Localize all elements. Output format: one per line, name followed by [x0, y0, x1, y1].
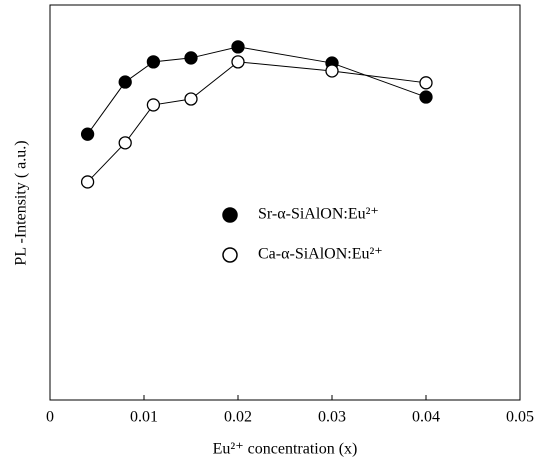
- data-point: [146, 55, 161, 69]
- data-point: [184, 51, 198, 65]
- data-point: [118, 136, 132, 150]
- data-point: [80, 175, 95, 189]
- data-point: [80, 127, 95, 141]
- series-line: [87, 46, 427, 135]
- data-point: [231, 40, 245, 54]
- x-tick-label: 0.03: [318, 409, 346, 426]
- legend-label: Ca-α-SiAlON:Eu²⁺: [258, 246, 383, 263]
- y-axis-label: PL -Intensity ( a.u.): [13, 140, 30, 265]
- data-point: [419, 76, 433, 90]
- legend-marker: [222, 247, 238, 263]
- x-tick-label: 0.04: [412, 409, 440, 426]
- data-point: [325, 64, 339, 78]
- data-point: [118, 75, 132, 89]
- x-tick-label: 0.02: [224, 409, 252, 426]
- x-tick-label: 0.01: [130, 409, 158, 426]
- data-point: [184, 92, 198, 106]
- legend-marker: [222, 207, 238, 223]
- series-line: [87, 61, 427, 183]
- x-axis-label: Eu²⁺ concentration (x): [213, 441, 358, 458]
- legend-label: Sr-α-SiAlON:Eu²⁺: [258, 206, 379, 223]
- x-tick-label: 0: [46, 409, 54, 426]
- plot-frame: [49, 4, 521, 401]
- data-point: [231, 55, 245, 69]
- x-tick-label: 0.05: [506, 409, 534, 426]
- data-point: [419, 90, 433, 104]
- data-point: [146, 98, 161, 112]
